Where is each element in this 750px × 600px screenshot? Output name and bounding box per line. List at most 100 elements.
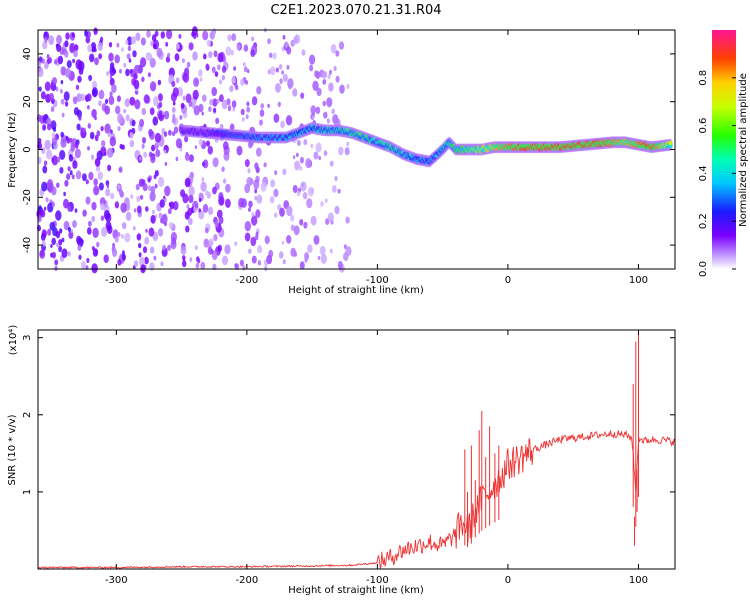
noise-speckle — [206, 39, 212, 47]
noise-speckle — [82, 173, 87, 182]
noise-speckle — [346, 141, 350, 147]
noise-speckle — [286, 205, 293, 217]
noise-speckle — [218, 216, 224, 225]
noise-speckle — [44, 81, 51, 92]
noise-speckle — [118, 167, 123, 173]
noise-speckle — [223, 141, 229, 151]
noise-speckle — [48, 35, 55, 46]
noise-speckle — [39, 249, 46, 259]
noise-speckle — [124, 98, 130, 107]
noise-speckle — [133, 79, 140, 90]
noise-speckle — [85, 35, 91, 44]
noise-speckle — [278, 64, 283, 70]
noise-speckle — [77, 75, 82, 83]
noise-speckle — [270, 66, 276, 76]
noise-speckle — [64, 101, 69, 107]
noise-speckle — [185, 93, 192, 104]
x-tick-label: 0 — [505, 575, 511, 586]
noise-speckle — [194, 245, 198, 251]
noise-speckle — [153, 174, 157, 180]
noise-speckle — [56, 156, 61, 163]
noise-speckle — [95, 165, 101, 172]
noise-speckle — [44, 31, 47, 37]
noise-speckle — [247, 69, 250, 74]
noise-speckle — [40, 209, 46, 218]
noise-speckle — [63, 191, 66, 197]
noise-speckle — [91, 215, 96, 223]
noise-speckle — [303, 139, 308, 146]
noise-speckle — [47, 123, 52, 131]
noise-speckle — [96, 241, 100, 248]
noise-speckle — [245, 114, 249, 120]
noise-speckle — [66, 60, 72, 69]
noise-speckle — [184, 135, 189, 143]
noise-speckle — [121, 253, 126, 261]
noise-speckle — [104, 123, 111, 134]
noise-speckle — [193, 105, 200, 116]
noise-speckle — [246, 106, 251, 113]
noise-speckle — [282, 259, 286, 265]
x-tick-label: -100 — [366, 275, 389, 286]
noise-speckle — [198, 208, 201, 213]
noise-speckle — [108, 42, 113, 48]
noise-speckle — [202, 94, 207, 102]
noise-speckle — [117, 113, 124, 124]
noise-speckle — [155, 149, 161, 158]
noise-speckle — [339, 84, 345, 94]
noise-speckle — [108, 95, 115, 106]
noise-speckle — [279, 207, 285, 217]
noise-speckle — [152, 116, 159, 126]
noise-speckle — [93, 178, 98, 186]
noise-speckle — [43, 206, 47, 211]
noise-speckle — [188, 42, 194, 51]
noise-speckle — [91, 80, 98, 90]
noise-speckle — [199, 77, 203, 82]
noise-speckle — [44, 37, 48, 43]
noise-speckle — [117, 232, 121, 237]
noise-speckle — [182, 255, 186, 261]
spectrogram-heatmap — [36, 26, 673, 274]
noise-speckle — [133, 208, 137, 213]
noise-speckle — [251, 215, 258, 226]
noise-speckle — [218, 195, 225, 206]
colorbar-tick-label: 0.6 — [698, 118, 709, 134]
noise-speckle — [180, 245, 187, 255]
noise-speckle — [278, 251, 284, 259]
noise-speckle — [87, 227, 92, 235]
noise-speckle — [101, 140, 106, 148]
noise-speckle — [63, 220, 70, 231]
noise-speckle — [135, 183, 140, 191]
noise-speckle — [74, 208, 78, 213]
noise-speckle — [59, 167, 64, 174]
noise-speckle — [135, 32, 141, 42]
noise-speckle — [80, 261, 86, 270]
noise-speckle — [75, 170, 82, 180]
noise-speckle — [244, 159, 250, 168]
noise-speckle — [172, 101, 176, 106]
noise-speckle — [140, 57, 147, 68]
noise-speckle — [64, 67, 72, 78]
noise-speckle — [57, 55, 64, 65]
noise-speckle — [162, 244, 167, 251]
snr-line-layer — [37, 330, 676, 569]
noise-speckle — [45, 197, 49, 203]
noise-speckle — [100, 203, 105, 211]
snr-y-axis-label: SNR (10 * v/v) — [7, 414, 18, 485]
noise-speckle — [250, 236, 257, 247]
x-tick-label: 100 — [629, 275, 648, 286]
noise-speckle — [50, 106, 55, 113]
noise-speckle — [292, 88, 298, 97]
noise-speckle — [189, 257, 193, 262]
noise-speckle — [213, 107, 217, 113]
noise-speckle — [259, 119, 263, 126]
noise-speckle — [248, 248, 252, 254]
noise-speckle — [129, 139, 135, 148]
noise-speckle — [110, 129, 113, 134]
noise-speckle — [329, 160, 334, 167]
noise-speckle — [171, 80, 176, 88]
noise-speckle — [40, 91, 46, 100]
noise-speckle — [243, 62, 246, 67]
noise-speckle — [124, 232, 131, 243]
noise-speckle — [231, 76, 236, 84]
noise-speckle — [103, 210, 110, 220]
